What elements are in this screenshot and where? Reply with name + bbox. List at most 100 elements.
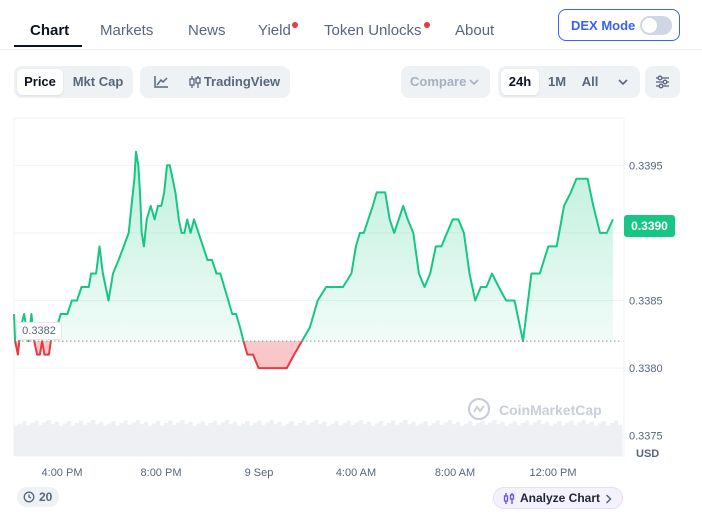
volume-bar bbox=[480, 420, 485, 456]
dex-mode-toggle[interactable] bbox=[640, 16, 672, 35]
tradingview-label: TradingView bbox=[203, 74, 281, 89]
volume-bar bbox=[159, 425, 165, 456]
volume-bar bbox=[265, 422, 270, 456]
price-line-up bbox=[13, 150, 614, 342]
volume-bar bbox=[496, 424, 501, 456]
volume-bar bbox=[240, 423, 246, 456]
volume-bar bbox=[524, 420, 530, 456]
volume-bar bbox=[403, 420, 408, 456]
x-tick-label: 12:00 PM bbox=[529, 467, 576, 479]
volume-bar bbox=[42, 422, 47, 456]
volume-bars bbox=[14, 420, 623, 456]
volume-bar bbox=[322, 421, 327, 456]
mkt-cap-button[interactable]: Mkt Cap bbox=[72, 74, 124, 89]
volume-bar bbox=[504, 426, 509, 456]
volume-bar bbox=[232, 421, 238, 456]
volume-bar bbox=[419, 423, 424, 456]
volume-bar bbox=[334, 421, 339, 456]
volume-bar bbox=[374, 423, 380, 456]
tab-markets[interactable]: Markets bbox=[100, 22, 154, 39]
yield-notification-dot bbox=[292, 22, 298, 28]
volume-bar bbox=[147, 426, 153, 456]
dex-mode-control[interactable]: DEX Mode bbox=[558, 9, 680, 41]
volume-bar bbox=[382, 425, 388, 456]
x-tick-label: 8:00 PM bbox=[141, 467, 182, 479]
volume-bar bbox=[78, 420, 84, 456]
tab-news[interactable]: News bbox=[188, 22, 226, 39]
tab-chart[interactable]: Chart bbox=[30, 22, 70, 39]
volume-bar bbox=[500, 421, 505, 456]
volume-bar bbox=[293, 425, 299, 456]
line-chart-icon bbox=[154, 76, 168, 88]
volume-bar bbox=[467, 421, 473, 456]
line-layer bbox=[13, 150, 614, 370]
range-selector: 24h 1M All bbox=[498, 66, 640, 98]
price-button[interactable]: Price bbox=[17, 69, 63, 95]
volume-bar bbox=[455, 421, 461, 456]
tab-token-unlocks[interactable]: Token Unlocks bbox=[324, 22, 422, 39]
events-button[interactable]: 20 bbox=[17, 487, 59, 507]
volume-bar bbox=[472, 425, 477, 456]
volume-bar bbox=[305, 424, 311, 456]
volume-bar bbox=[196, 423, 201, 456]
volume-bar bbox=[216, 424, 222, 456]
coinmarketcap-logo-icon bbox=[467, 397, 491, 421]
volume-bar bbox=[180, 420, 185, 456]
volume-bar bbox=[253, 423, 258, 456]
volume-bar bbox=[399, 422, 404, 456]
volume-bar bbox=[605, 425, 611, 456]
volume-bar bbox=[549, 426, 554, 456]
tab-yield[interactable]: Yield bbox=[258, 22, 291, 39]
volume-bar bbox=[565, 423, 570, 456]
x-tick-label: 8:00 AM bbox=[435, 467, 475, 479]
volume-bar bbox=[297, 423, 303, 456]
volume-bar bbox=[135, 420, 140, 456]
volume-bar bbox=[484, 424, 489, 456]
volume-bar bbox=[476, 423, 481, 456]
range-24h-button[interactable]: 24h bbox=[501, 69, 539, 95]
chart-settings-button[interactable] bbox=[645, 66, 680, 98]
x-axis: 4:00 PM 8:00 PM 9 Sep 4:00 AM 8:00 AM 12:00 P… bbox=[42, 467, 577, 479]
volume-bar bbox=[127, 424, 132, 456]
range-all-button[interactable]: All bbox=[581, 74, 599, 89]
volume-bar bbox=[557, 421, 562, 456]
compare-label: Compare bbox=[410, 74, 467, 89]
volume-bar bbox=[269, 420, 274, 456]
watermark: CoinMarketCap bbox=[499, 402, 602, 418]
volume-bar bbox=[601, 421, 607, 456]
volume-bar bbox=[350, 424, 355, 456]
volume-bar bbox=[536, 420, 542, 456]
volume-bar bbox=[528, 424, 534, 456]
volume-bar bbox=[427, 425, 432, 456]
top-nav: Chart Markets News Yield Token Unlocks A… bbox=[0, 0, 702, 50]
compare-dropdown[interactable]: Compare bbox=[401, 66, 490, 98]
y-tick-label: 0.3385 bbox=[629, 296, 663, 308]
tab-about[interactable]: About bbox=[455, 22, 495, 39]
volume-bar bbox=[326, 426, 331, 456]
volume-bar bbox=[346, 420, 351, 456]
volume-bar bbox=[354, 422, 359, 456]
range-more-dropdown[interactable] bbox=[610, 69, 636, 95]
volume-bar bbox=[14, 426, 19, 456]
volume-bar bbox=[155, 421, 161, 456]
volume-bar bbox=[257, 420, 262, 456]
tradingview-button[interactable]: TradingView bbox=[182, 69, 286, 95]
volume-bar bbox=[431, 423, 436, 456]
range-1m-button[interactable]: 1M bbox=[547, 74, 567, 89]
volume-bar bbox=[492, 420, 497, 456]
x-tick-label: 4:00 AM bbox=[336, 467, 376, 479]
volume-bar bbox=[50, 424, 55, 456]
analyze-chart-button[interactable]: Analyze Chart bbox=[493, 487, 623, 509]
volume-bar bbox=[212, 420, 217, 456]
line-chart-button[interactable] bbox=[143, 69, 179, 95]
volume-bar bbox=[38, 424, 43, 456]
volume-bar bbox=[236, 426, 242, 456]
volume-bar bbox=[58, 426, 63, 456]
volume-bar bbox=[313, 420, 319, 456]
volume-bar bbox=[390, 420, 396, 456]
volume-bar bbox=[151, 423, 157, 456]
volume-bar bbox=[204, 425, 209, 456]
volume-bar bbox=[163, 423, 169, 456]
volume-bar bbox=[370, 426, 376, 456]
